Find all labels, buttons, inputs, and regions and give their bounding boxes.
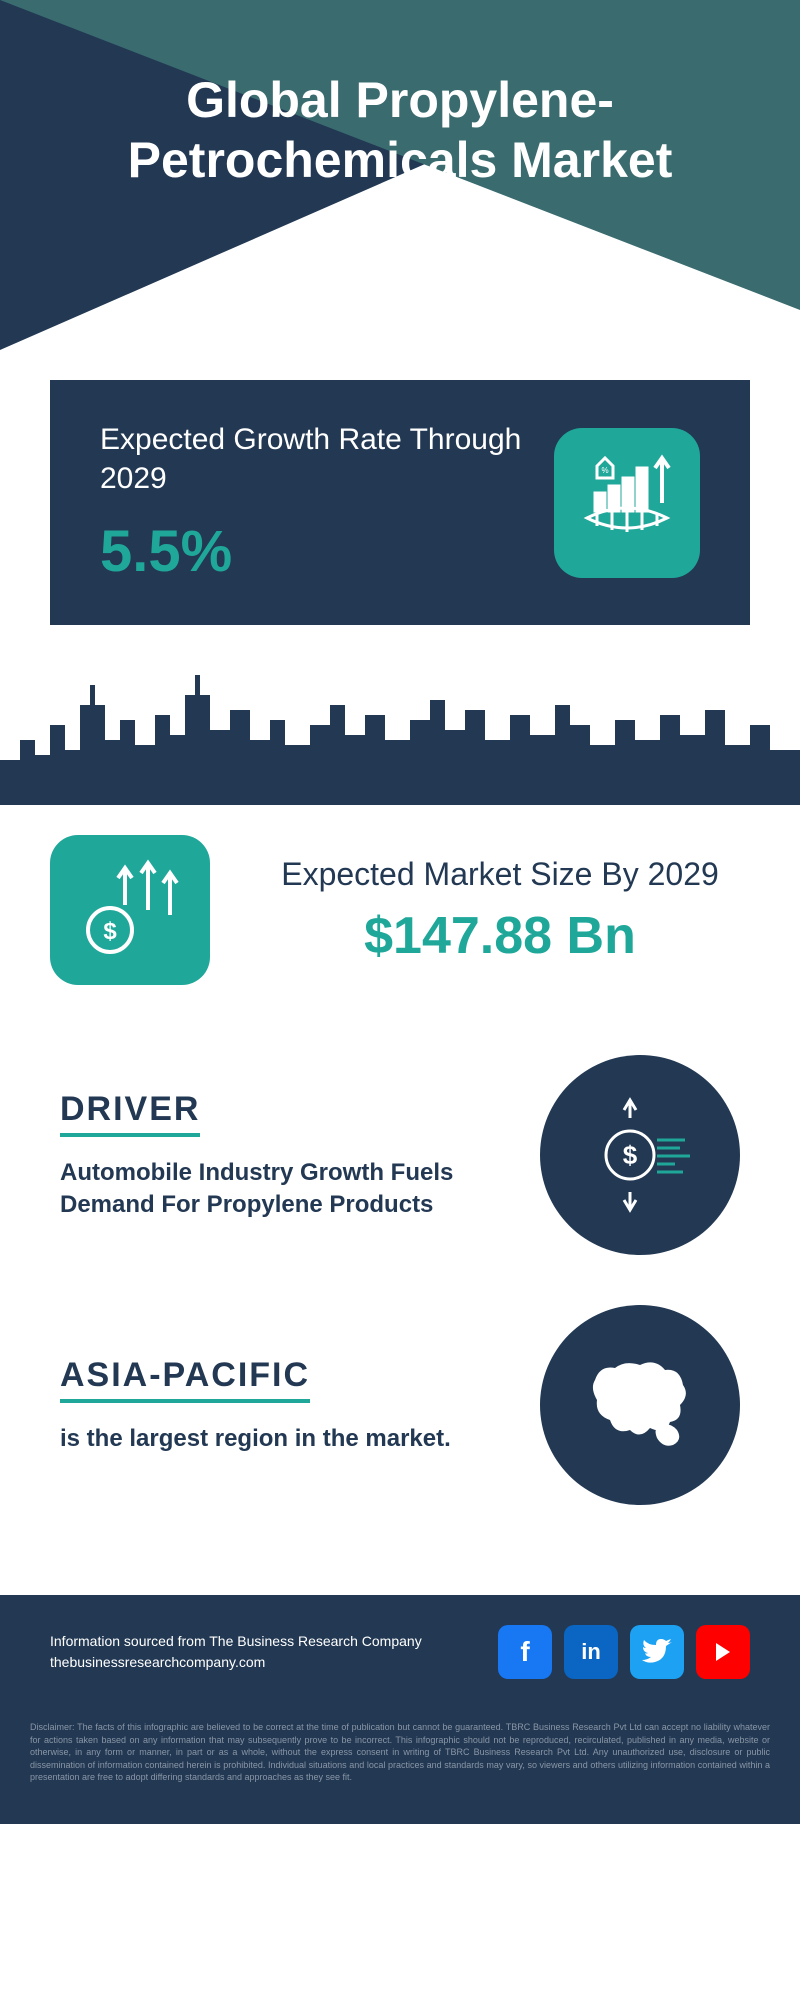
skyline-icon <box>0 665 800 805</box>
growth-label: Expected Growth Rate Through 2029 <box>100 420 554 498</box>
driver-description: Automobile Industry Growth Fuels Demand … <box>60 1157 510 1219</box>
market-dollar-icon: $ <box>50 835 210 985</box>
page-title: Global Propylene-Petrochemicals Market <box>0 70 800 190</box>
linkedin-icon[interactable]: in <box>564 1625 618 1679</box>
growth-text-block: Expected Growth Rate Through 2029 5.5% <box>100 420 554 585</box>
footer-attribution: Information sourced from The Business Re… <box>50 1631 422 1673</box>
driver-text-block: DRIVER Automobile Industry Growth Fuels … <box>60 1090 510 1219</box>
driver-row: DRIVER Automobile Industry Growth Fuels … <box>60 1055 740 1255</box>
market-size-card: $ Expected Market Size By 2029 $147.88 B… <box>0 805 800 1035</box>
social-icons-group: f in <box>498 1625 750 1679</box>
driver-heading: DRIVER <box>60 1090 200 1137</box>
growth-value: 5.5% <box>100 518 554 585</box>
svg-text:$: $ <box>103 918 117 945</box>
market-label: Expected Market Size By 2029 <box>250 854 750 896</box>
skyline-divider <box>0 665 800 805</box>
twitter-icon[interactable] <box>630 1625 684 1679</box>
footer-line1: Information sourced from The Business Re… <box>50 1631 422 1652</box>
region-row: ASIA-PACIFIC is the largest region in th… <box>60 1305 740 1505</box>
facebook-icon[interactable]: f <box>498 1625 552 1679</box>
disclaimer-text: Disclaimer: The facts of this infographi… <box>0 1709 800 1824</box>
region-heading: ASIA-PACIFIC <box>60 1356 310 1403</box>
region-circle-icon <box>540 1305 740 1505</box>
market-text-block: Expected Market Size By 2029 $147.88 Bn <box>250 854 750 966</box>
region-description: is the largest region in the market. <box>60 1423 510 1454</box>
header-section: Global Propylene-Petrochemicals Market <box>0 0 800 350</box>
region-text-block: ASIA-PACIFIC is the largest region in th… <box>60 1356 510 1454</box>
footer-line2: thebusinessresearchcompany.com <box>50 1652 422 1673</box>
footer-section: Information sourced from The Business Re… <box>0 1595 800 1709</box>
svg-text:%: % <box>601 466 608 475</box>
growth-chart-icon: % <box>554 428 700 578</box>
info-section: DRIVER Automobile Industry Growth Fuels … <box>0 1035 800 1595</box>
driver-circle-icon: $ <box>540 1055 740 1255</box>
youtube-icon[interactable] <box>696 1625 750 1679</box>
infographic-container: Global Propylene-Petrochemicals Market E… <box>0 0 800 1824</box>
svg-text:$: $ <box>623 1140 638 1170</box>
market-value: $147.88 Bn <box>250 906 750 966</box>
growth-rate-card: Expected Growth Rate Through 2029 5.5% <box>50 380 750 625</box>
